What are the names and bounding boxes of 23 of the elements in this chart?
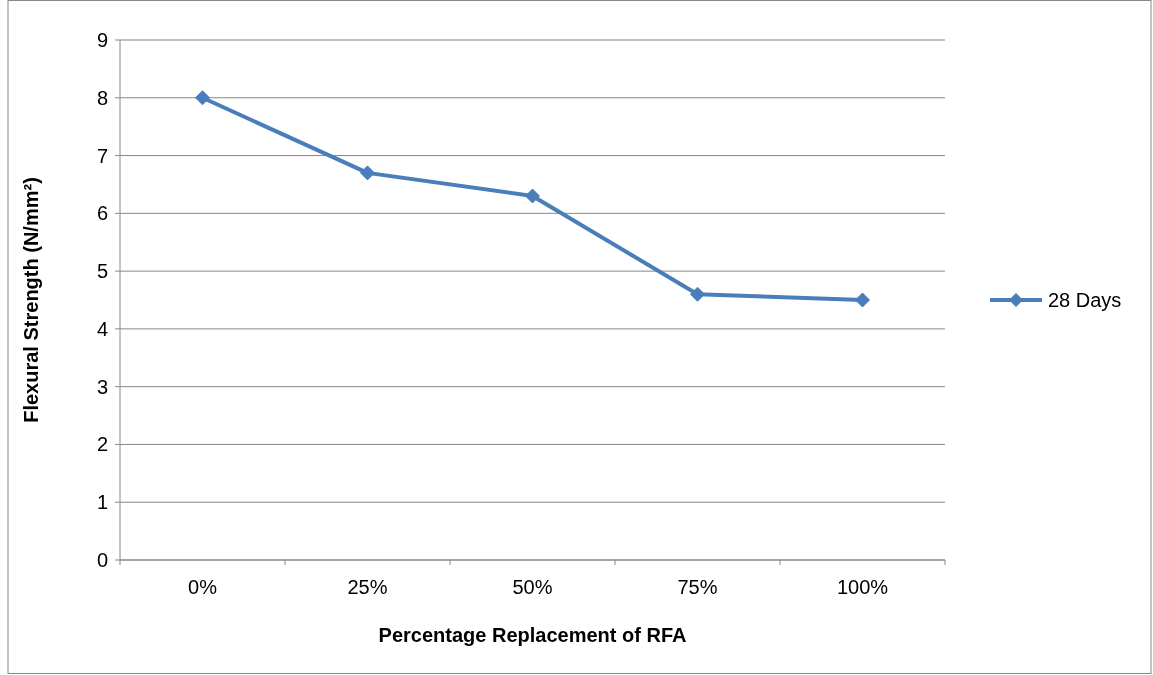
point [525,188,540,204]
point [360,165,375,181]
y-tick-label: 7 [96,144,108,167]
y-tick-label: 2 [96,433,108,456]
x-tick-label: 25% [347,576,388,598]
y-tick-label: 5 [96,260,108,283]
x-tick-label: 0% [188,576,218,598]
point [195,90,210,106]
y-tick-label: 6 [96,202,108,225]
y-tick-label: 4 [96,317,108,340]
x-tick-label: 100% [836,576,889,598]
y-tick-label: 1 [96,491,108,514]
y-tick-label: 8 [96,86,108,109]
y-tick-label: 0 [96,549,108,571]
x-axis-title: Percentage Replacement of RFA [378,624,687,646]
legend-label: 28 Days [1048,289,1122,311]
point [855,292,870,308]
point [690,286,705,302]
x-tick-label: 50% [512,576,553,598]
x-tick-label: 75% [677,576,718,598]
y-tick-label: 9 [96,29,108,51]
y-tick-label: 3 [96,375,108,398]
y-axis-title: Flexural Strength (N/mm²) [20,177,42,423]
